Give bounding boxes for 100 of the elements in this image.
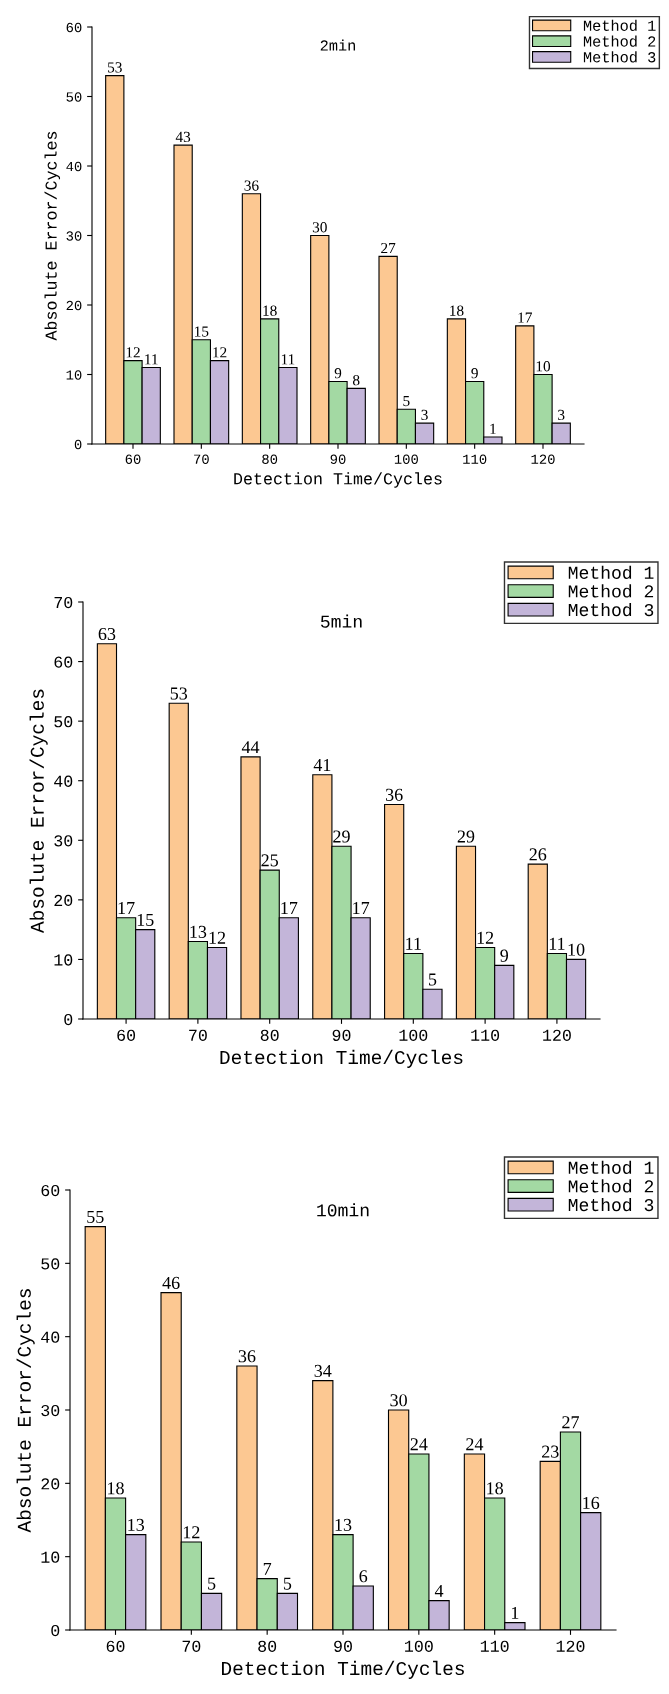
data-label: 30 xyxy=(312,222,327,233)
data-label: 24 xyxy=(410,1438,428,1451)
legend-label: Method 1 xyxy=(568,565,654,579)
y-tick-label: 30 xyxy=(66,231,82,241)
x-tick-label: 60 xyxy=(117,1029,136,1041)
y-tick-label: 10 xyxy=(41,1551,60,1563)
data-label: 5 xyxy=(283,1577,292,1590)
data-label: 16 xyxy=(583,1496,600,1509)
data-label: 3 xyxy=(421,409,428,421)
x-axis-title: Detection Time/Cycles xyxy=(220,1049,463,1068)
y-tick-label: 70 xyxy=(54,596,73,609)
data-label: 41 xyxy=(313,758,331,771)
data-label: 11 xyxy=(145,354,158,365)
y-tick-label: 40 xyxy=(54,775,73,787)
data-label: 12 xyxy=(209,931,226,944)
data-label: 11 xyxy=(281,354,295,365)
data-label: 24 xyxy=(466,1438,484,1451)
x-tick-label: 90 xyxy=(332,1029,351,1041)
y-tick-label: 10 xyxy=(54,954,73,966)
data-label: 23 xyxy=(542,1445,559,1458)
x-tick-label: 110 xyxy=(480,1640,509,1652)
y-tick-label: 20 xyxy=(41,1478,60,1490)
x-tick-label: 110 xyxy=(471,1029,500,1041)
x-tick-label: 100 xyxy=(394,454,418,464)
y-tick-label: 0 xyxy=(74,439,82,450)
data-label: 11 xyxy=(549,937,565,950)
data-label: 5 xyxy=(208,1577,216,1590)
y-axis-title: Absolute Error/Cycles xyxy=(16,1289,35,1533)
data-label: 15 xyxy=(137,913,154,926)
legend-label: Method 1 xyxy=(568,1160,654,1174)
x-tick-label: 90 xyxy=(330,454,346,464)
x-axis-title: Detection Time/Cycles xyxy=(234,472,442,488)
data-label: 13 xyxy=(128,1518,145,1531)
data-label: 36 xyxy=(244,180,259,191)
y-tick-label: 50 xyxy=(66,92,82,102)
x-tick-label: 70 xyxy=(189,1029,207,1041)
data-label: 5 xyxy=(403,395,410,407)
legend-label: Method 3 xyxy=(568,602,654,617)
data-label: 29 xyxy=(333,830,350,843)
y-tick-label: 60 xyxy=(41,1184,60,1197)
text: 5min xyxy=(320,614,362,628)
y-tick-label: 40 xyxy=(66,161,82,172)
data-label: 18 xyxy=(263,305,277,316)
data-label: 36 xyxy=(385,788,403,801)
x-tick-label: 70 xyxy=(194,454,209,464)
data-label: 17 xyxy=(518,312,532,323)
x-tick-label: 80 xyxy=(260,1029,279,1041)
data-label: 12 xyxy=(183,1526,200,1539)
data-label: 44 xyxy=(241,741,260,754)
data-label: 7 xyxy=(263,1563,272,1575)
y-tick-label: 50 xyxy=(41,1258,60,1270)
data-label: 1 xyxy=(490,423,496,434)
legend-label: Method 1 xyxy=(583,19,656,31)
data-label: 18 xyxy=(450,305,464,316)
data-label: 9 xyxy=(334,368,342,379)
data-label: 6 xyxy=(359,1570,368,1583)
data-label: 3 xyxy=(558,409,565,421)
data-label: 1 xyxy=(511,1606,519,1619)
x-tick-label: 120 xyxy=(556,1640,585,1652)
data-label: 5 xyxy=(428,973,437,986)
data-label: 8 xyxy=(352,374,360,386)
data-label: 46 xyxy=(162,1276,180,1289)
data-label: 9 xyxy=(471,368,478,379)
data-label: 36 xyxy=(238,1350,256,1363)
data-label: 4 xyxy=(434,1584,444,1597)
data-label: 63 xyxy=(98,627,116,641)
data-label: 34 xyxy=(314,1364,332,1377)
y-tick-label: 30 xyxy=(41,1404,60,1417)
data-label: 10 xyxy=(568,943,585,956)
x-tick-label: 100 xyxy=(405,1640,433,1652)
data-label: 15 xyxy=(195,326,209,337)
data-label: 26 xyxy=(529,848,547,861)
y-tick-label: 0 xyxy=(51,1624,60,1637)
x-tick-label: 60 xyxy=(106,1640,125,1652)
x-tick-label: 120 xyxy=(543,1029,571,1041)
y-tick-label: 0 xyxy=(64,1013,73,1026)
legend-label: Method 3 xyxy=(568,1197,654,1212)
data-label: 25 xyxy=(261,854,279,867)
x-tick-label: 70 xyxy=(182,1640,201,1652)
y-tick-label: 60 xyxy=(66,22,82,33)
y-tick-label: 30 xyxy=(54,835,73,847)
y-axis-title: Absolute Error/Cycles xyxy=(44,131,61,341)
legend-label: Method 3 xyxy=(583,51,656,63)
data-label: 13 xyxy=(335,1518,352,1531)
y-tick-label: 10 xyxy=(66,370,82,380)
y-tick-label: 20 xyxy=(66,300,82,311)
data-label: 27 xyxy=(562,1416,580,1429)
data-label: 17 xyxy=(353,901,370,914)
x-axis-title: Detection Time/Cycles xyxy=(222,1660,464,1679)
y-tick-label: 20 xyxy=(54,894,73,907)
data-label: 11 xyxy=(406,937,421,950)
data-label: 53 xyxy=(170,687,188,700)
text: 2min xyxy=(320,39,355,51)
x-tick-label: 110 xyxy=(463,454,487,464)
data-label: 17 xyxy=(118,901,135,914)
data-label: 30 xyxy=(390,1394,407,1407)
x-tick-label: 80 xyxy=(258,1640,277,1652)
y-axis-title: Absolute Error/Cycles xyxy=(29,689,48,934)
data-label: 12 xyxy=(213,347,227,358)
data-label: 10 xyxy=(536,361,551,372)
